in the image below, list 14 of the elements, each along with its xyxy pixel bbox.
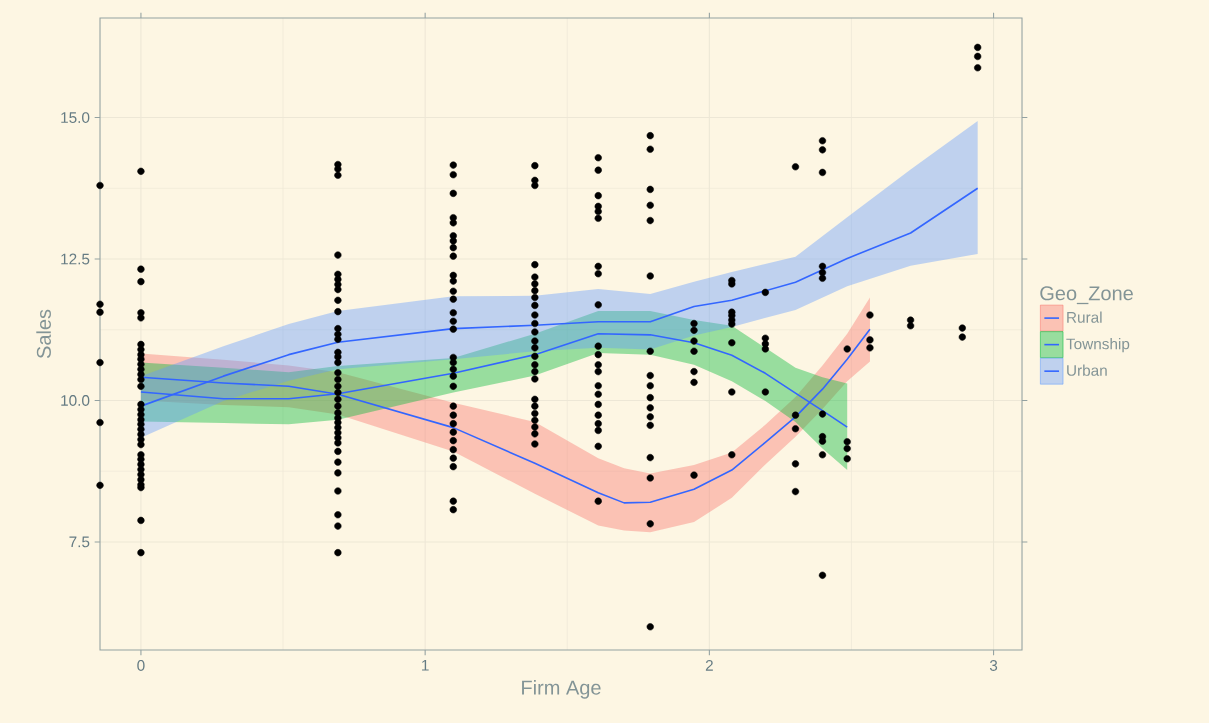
legend-label: Urban [1067, 364, 1107, 376]
x-tick-label: 3 [989, 660, 998, 671]
legend-label: Township [1066, 338, 1130, 353]
legend-title: Geo_Zone [1040, 286, 1133, 305]
legend-label: Rural [1067, 311, 1102, 323]
x-tick-label: 0 [137, 660, 145, 671]
y-tick-label: 7.5 [69, 536, 90, 548]
y-tick-label: 15.0 [61, 112, 90, 123]
y-tick-label: 10.0 [61, 395, 90, 406]
y-axis-title: Sales [36, 309, 51, 359]
x-tick-label: 1 [422, 660, 429, 671]
x-tick-label: 2 [705, 660, 713, 671]
y-tick-label: 12.5 [61, 253, 90, 265]
x-axis-title: Firm Age [522, 680, 601, 699]
